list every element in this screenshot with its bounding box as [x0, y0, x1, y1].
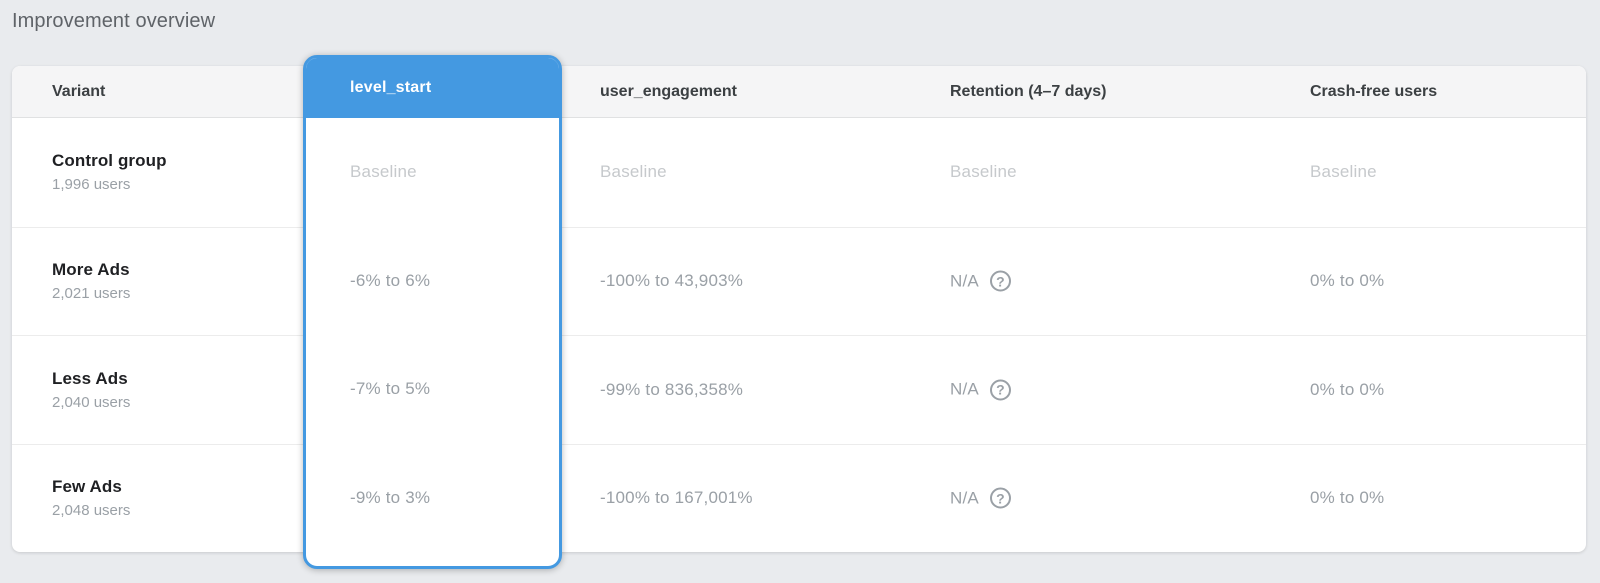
page-title: Improvement overview	[12, 10, 216, 32]
table-row-control-group: Control group 1,996 users Baseline Basel…	[12, 118, 1586, 227]
column-header-crash-free[interactable]: Crash-free users	[1310, 82, 1438, 100]
level-start-row-cell: Baseline	[306, 118, 559, 227]
table-header-row: Variant user_engagement Retention (4–7 d…	[12, 66, 1586, 118]
level-start-value: -7% to 5%	[350, 379, 431, 399]
variant-name: Few Ads	[52, 477, 122, 497]
retention-cell: N/A ?	[950, 270, 1011, 292]
level-start-value: -9% to 3%	[350, 487, 431, 507]
crash-free-value: 0% to 0%	[1310, 488, 1385, 508]
variant-user-count: 2,040 users	[52, 393, 131, 411]
column-header-level-start[interactable]: level_start	[306, 58, 559, 118]
variant-user-count: 2,021 users	[52, 285, 131, 303]
level-start-value: Baseline	[350, 162, 417, 182]
variant-name: Control group	[52, 151, 167, 171]
retention-value: N/A	[950, 488, 979, 508]
retention-cell: N/A ?	[950, 379, 1011, 401]
retention-value: Baseline	[950, 162, 1017, 182]
variant-name: More Ads	[52, 260, 130, 280]
table-row-few-ads: Few Ads 2,048 users -100% to 167,001% N/…	[12, 443, 1586, 553]
help-icon[interactable]: ?	[989, 379, 1011, 401]
variant-cell: Few Ads 2,048 users	[52, 477, 130, 519]
column-header-user-engagement[interactable]: user_engagement	[600, 82, 737, 100]
table-row-less-ads: Less Ads 2,040 users -99% to 836,358% N/…	[12, 335, 1586, 444]
crash-free-value: Baseline	[1310, 162, 1377, 182]
table-row-more-ads: More Ads 2,021 users -100% to 43,903% N/…	[12, 226, 1586, 336]
crash-free-value: 0% to 0%	[1310, 379, 1385, 399]
user-engagement-value: -99% to 836,358%	[600, 379, 744, 399]
variant-cell: Less Ads 2,040 users	[52, 369, 130, 411]
level-start-row-cell: -9% to 3%	[306, 444, 559, 553]
variant-cell: More Ads 2,021 users	[52, 260, 130, 302]
improvement-overview-table: Variant user_engagement Retention (4–7 d…	[12, 66, 1586, 552]
column-header-retention[interactable]: Retention (4–7 days)	[950, 82, 1107, 100]
user-engagement-value: -100% to 43,903%	[600, 271, 744, 291]
help-icon[interactable]: ?	[989, 270, 1011, 292]
column-header-variant: Variant	[52, 82, 106, 100]
selected-metric-column-level-start[interactable]: level_start Baseline -6% to 6% -7% to 5%…	[303, 55, 562, 569]
crash-free-value: 0% to 0%	[1310, 271, 1385, 291]
retention-value: N/A	[950, 271, 979, 291]
variant-user-count: 2,048 users	[52, 502, 131, 520]
variant-cell: Control group 1,996 users	[52, 151, 167, 193]
help-icon[interactable]: ?	[989, 487, 1011, 509]
user-engagement-value: -100% to 167,001%	[600, 488, 753, 508]
variant-name: Less Ads	[52, 368, 128, 388]
retention-value: N/A	[950, 379, 979, 399]
level-start-value: -6% to 6%	[350, 270, 431, 290]
retention-cell: N/A ?	[950, 487, 1011, 509]
level-start-row-cell: -7% to 5%	[306, 335, 559, 444]
user-engagement-value: Baseline	[600, 162, 667, 182]
variant-user-count: 1,996 users	[52, 176, 131, 194]
level-start-row-cell: -6% to 6%	[306, 227, 559, 336]
